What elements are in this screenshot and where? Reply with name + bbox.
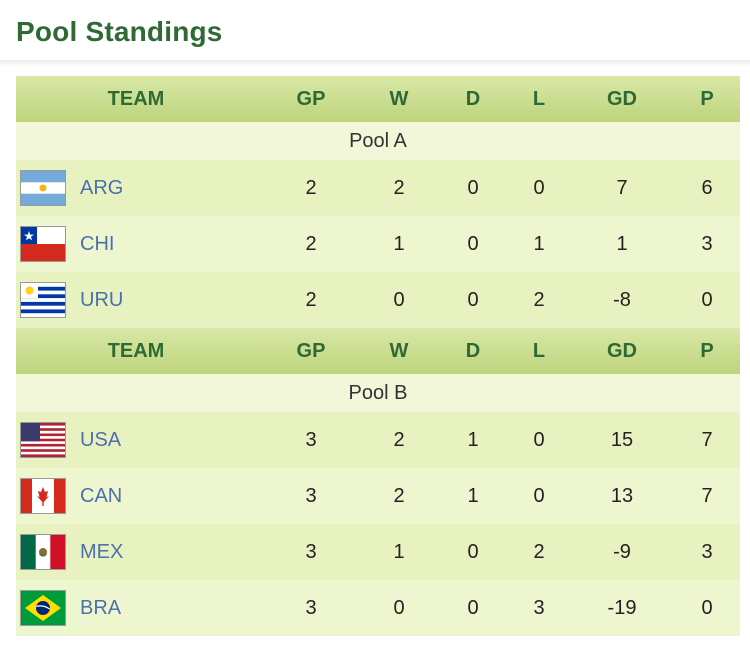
header-w: W [389, 339, 409, 362]
header-team: TEAM [107, 87, 165, 110]
stat-w: 1 [393, 232, 405, 255]
stat-p: 6 [701, 176, 713, 199]
header-gd: GD [607, 87, 637, 110]
stat-gd: 7 [616, 176, 628, 199]
stat-w: 2 [393, 176, 405, 199]
header-l: L [532, 87, 546, 110]
stat-l: 0 [533, 484, 545, 507]
table-header: TEAM GP W D L GD P [16, 328, 740, 374]
header-gp: GP [296, 339, 326, 362]
stat-l: 0 [533, 428, 545, 451]
stat-gp: 3 [305, 484, 317, 507]
usa-flag-icon [20, 422, 66, 458]
mexico-flag-icon [20, 534, 66, 570]
stat-d: 0 [467, 288, 479, 311]
stat-l: 1 [533, 232, 545, 255]
table-row: URU 2 0 0 2 -8 0 [16, 272, 740, 328]
pool-label: Pool A [16, 122, 740, 160]
stat-d: 1 [467, 484, 479, 507]
stat-p: 7 [701, 428, 713, 451]
stat-p: 0 [701, 596, 713, 619]
stat-gd: 15 [610, 428, 634, 451]
stat-gd: -19 [607, 596, 637, 619]
team-link[interactable]: CAN [80, 484, 123, 507]
stat-p: 3 [701, 540, 713, 563]
stat-gp: 2 [305, 176, 317, 199]
table-row: USA 3 2 1 0 15 7 [16, 412, 740, 468]
stat-d: 1 [467, 428, 479, 451]
page-title: Pool Standings [16, 16, 223, 47]
stat-d: 0 [467, 540, 479, 563]
team-link[interactable]: BRA [80, 596, 122, 619]
uruguay-flag-icon [20, 282, 66, 318]
argentina-flag-icon [20, 170, 66, 206]
stat-d: 0 [467, 232, 479, 255]
header-p: P [700, 87, 714, 110]
stat-gp: 3 [305, 596, 317, 619]
table-row: CHI 2 1 0 1 1 3 [16, 216, 740, 272]
team-link[interactable]: MEX [80, 540, 124, 563]
stat-gd: 13 [610, 484, 634, 507]
stat-d: 0 [467, 176, 479, 199]
pool-label: Pool B [16, 374, 740, 412]
header-gd: GD [607, 339, 637, 362]
stat-l: 3 [533, 596, 545, 619]
team-link[interactable]: ARG [80, 176, 124, 199]
team-link[interactable]: URU [80, 288, 124, 311]
header-w: W [389, 87, 409, 110]
team-link[interactable]: CHI [80, 232, 115, 255]
team-link[interactable]: USA [80, 428, 122, 451]
table-row: ARG 2 2 0 0 7 6 [16, 160, 740, 216]
table-row: MEX 3 1 0 2 -9 3 [16, 524, 740, 580]
stat-d: 0 [467, 596, 479, 619]
stat-w: 0 [393, 288, 405, 311]
stat-l: 2 [533, 288, 545, 311]
stat-gp: 3 [305, 428, 317, 451]
stat-gp: 2 [305, 232, 317, 255]
header-p: P [700, 339, 714, 362]
header-gp: GP [296, 87, 326, 110]
brazil-flag-icon [20, 590, 66, 626]
canada-flag-icon [20, 478, 66, 514]
stat-l: 0 [533, 176, 545, 199]
stat-gd: -8 [613, 288, 631, 311]
table-row: CAN 3 2 1 0 13 7 [16, 468, 740, 524]
stat-gd: 1 [616, 232, 628, 255]
stat-w: 2 [393, 428, 405, 451]
header-d: D [465, 87, 481, 110]
chile-flag-icon [20, 226, 66, 262]
stat-w: 1 [393, 540, 405, 563]
stat-p: 0 [701, 288, 713, 311]
stat-gp: 2 [305, 288, 317, 311]
stat-w: 2 [393, 484, 405, 507]
stat-l: 2 [533, 540, 545, 563]
header-d: D [465, 339, 481, 362]
header-team: TEAM [107, 339, 165, 362]
standings-table: TEAM GP W D L GD P Pool A ARG 2 2 0 0 7 … [16, 76, 740, 636]
table-header: TEAM GP W D L GD P [16, 76, 740, 122]
stat-w: 0 [393, 596, 405, 619]
header-l: L [532, 339, 546, 362]
stat-p: 3 [701, 232, 713, 255]
stat-gd: -9 [613, 540, 631, 563]
stat-gp: 3 [305, 540, 317, 563]
table-row: BRA 3 0 0 3 -19 0 [16, 580, 740, 636]
title-divider [0, 60, 750, 66]
stat-p: 7 [701, 484, 713, 507]
